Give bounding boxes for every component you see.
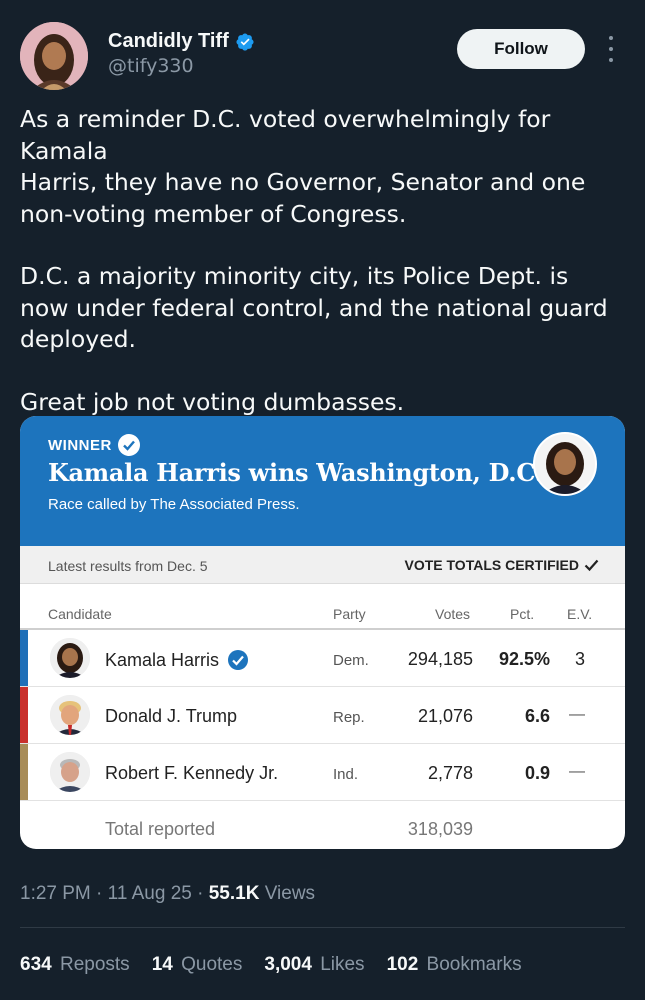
- candidate-name-cell: Kamala Harris: [105, 649, 249, 671]
- ev-cell: 3: [574, 649, 585, 669]
- tweet-meta: 1:27 PM · 11 Aug 25 · 55.1K Views: [20, 883, 315, 905]
- column-header-candidate: Candidate: [48, 606, 112, 622]
- likes-label: Likes: [320, 954, 365, 975]
- column-header-pct: Pct.: [510, 606, 535, 622]
- tweet-paragraph: Great job not voting dumbasses.: [20, 387, 405, 416]
- pct-cell: 92.5%: [498, 649, 550, 669]
- reposts-label: Reposts: [59, 954, 130, 975]
- results-header: WINNER Kamala Harris wins Washington, D.…: [20, 416, 625, 546]
- certified-label: VOTE TOTALS CERTIFIED: [404, 557, 580, 573]
- more-options-icon[interactable]: [601, 36, 621, 62]
- candidate-photo: [50, 638, 90, 678]
- party-color-stripe: [20, 630, 28, 686]
- header-divider: [20, 628, 625, 630]
- party-color-stripe: [20, 687, 28, 743]
- tweet-header: Candidly Tiff @tify330 Follow: [0, 0, 645, 110]
- election-results-image[interactable]: WINNER Kamala Harris wins Washington, D.…: [20, 416, 625, 849]
- quotes-count: 14: [151, 954, 173, 975]
- results-status-bar: Latest results from Dec. 5 VOTE TOTALS C…: [20, 546, 625, 584]
- candidate-photo: [50, 695, 90, 735]
- bookmarks-stat[interactable]: 102 Bookmarks: [387, 954, 522, 976]
- pct-cell: 6.6: [524, 706, 550, 726]
- results-headline: Kamala Harris wins Washington, D.C.: [48, 458, 543, 487]
- candidate-name: Donald J. Trump: [105, 706, 238, 726]
- ev-cell: —: [569, 763, 585, 780]
- reposts-stat[interactable]: 634 Reposts: [20, 954, 130, 976]
- stats-divider: [20, 927, 625, 928]
- party-cell: Ind.: [333, 766, 359, 783]
- votes-cell: 294,185: [407, 649, 473, 669]
- meta-separator: ·: [96, 883, 108, 904]
- party-color-stripe: [20, 744, 28, 800]
- bookmarks-label: Bookmarks: [426, 954, 522, 975]
- ev-cell: —: [569, 706, 585, 723]
- total-reported-votes: 318,039: [407, 819, 473, 839]
- votes-cell: 2,778: [427, 763, 473, 783]
- check-icon: [584, 559, 599, 571]
- meta-separator: ·: [197, 883, 209, 904]
- winner-check-icon: [117, 434, 140, 456]
- votes-cell: 21,076: [417, 706, 473, 726]
- author-display-name[interactable]: Candidly Tiff: [108, 30, 229, 52]
- reposts-count: 634: [20, 954, 52, 975]
- tweet-date[interactable]: 11 Aug 25: [107, 883, 192, 904]
- party-cell: Rep.: [333, 709, 365, 726]
- pct-cell: 0.9: [524, 763, 550, 783]
- winner-portrait: [533, 432, 597, 496]
- likes-count: 3,004: [264, 954, 312, 975]
- candidate-photo: [50, 752, 90, 792]
- certified-status: VOTE TOTALS CERTIFIED: [405, 557, 600, 573]
- winner-label-row: WINNER: [48, 434, 140, 456]
- party-cell: Dem.: [333, 652, 369, 669]
- tweet-text: As a reminder D.C. voted overwhelmingly …: [20, 104, 620, 418]
- author-avatar[interactable]: [20, 22, 88, 90]
- engagement-stats: 634 Reposts 14 Quotes 3,004 Likes 102 Bo…: [20, 954, 522, 976]
- quotes-label: Quotes: [181, 954, 243, 975]
- candidate-name: Kamala Harris: [105, 649, 220, 670]
- latest-results-text: Latest results from Dec. 5: [48, 558, 208, 574]
- column-header-votes: Votes: [435, 606, 471, 622]
- bookmarks-count: 102: [386, 954, 419, 975]
- column-header-ev: E.V.: [567, 606, 593, 622]
- verified-badge-icon: [236, 32, 254, 51]
- column-header-party: Party: [333, 606, 366, 622]
- candidate-name: Robert F. Kennedy Jr.: [105, 763, 279, 783]
- candidate-name-cell: Robert F. Kennedy Jr.: [105, 763, 278, 784]
- views-count: 55.1K: [208, 883, 260, 904]
- tweet-time[interactable]: 1:27 PM: [20, 883, 91, 904]
- table-row: Donald J. Trump Rep. 21,076 6.6 —: [20, 687, 625, 744]
- candidate-name-cell: Donald J. Trump: [105, 706, 237, 727]
- tweet-paragraph: D.C. a majority minority city, its Polic…: [20, 262, 608, 353]
- views-label: Views: [264, 883, 316, 904]
- tweet-paragraph: As a reminder D.C. voted overwhelmingly …: [20, 105, 586, 228]
- table-row: Robert F. Kennedy Jr. Ind. 2,778 0.9 —: [20, 744, 625, 801]
- results-subhead: Race called by The Associated Press.: [48, 496, 300, 513]
- winner-check-icon: [228, 650, 249, 670]
- author-name-row[interactable]: Candidly Tiff: [108, 30, 255, 53]
- likes-stat[interactable]: 3,004 Likes: [264, 954, 364, 976]
- table-row: Kamala Harris Dem. 294,185 92.5% 3: [20, 630, 625, 687]
- follow-button[interactable]: Follow: [457, 29, 585, 69]
- quotes-stat[interactable]: 14 Quotes: [152, 954, 243, 976]
- winner-label: WINNER: [48, 436, 112, 454]
- author-handle[interactable]: @tify330: [108, 55, 194, 77]
- total-reported-label: Total reported: [105, 819, 216, 839]
